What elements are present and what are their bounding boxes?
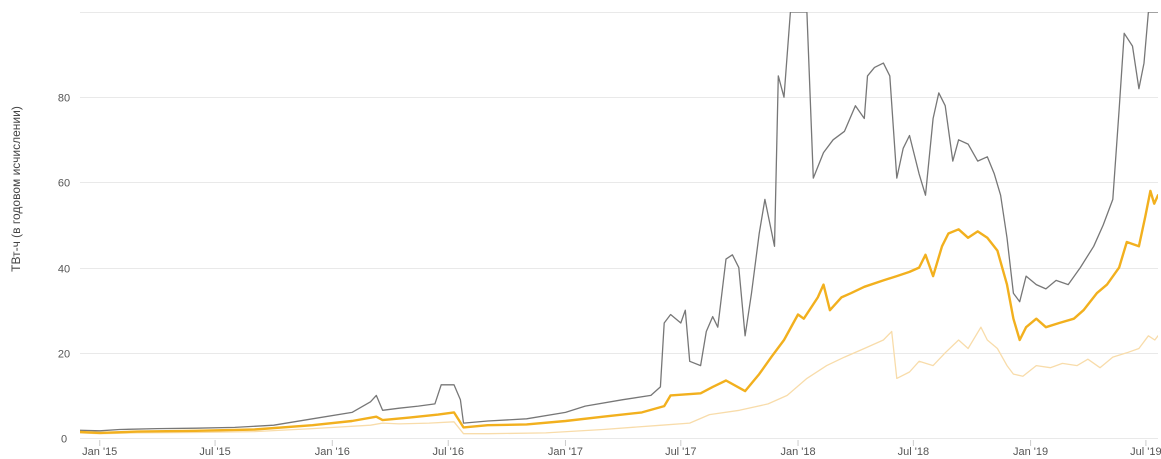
y-tick-label: 40 bbox=[58, 264, 70, 276]
x-tick-label: Jan '19 bbox=[1013, 446, 1048, 458]
x-tick-label: Jul '17 bbox=[665, 446, 696, 458]
series-lines bbox=[80, 12, 1158, 435]
x-tick-label: Jan '15 bbox=[82, 446, 117, 458]
y-axis-ticks: 0 20 40 60 80 bbox=[58, 93, 70, 446]
x-tick-label: Jan '17 bbox=[548, 446, 583, 458]
x-tick-label: Jul '18 bbox=[898, 446, 929, 458]
x-tick-label: Jan '16 bbox=[315, 446, 350, 458]
y-tick-label: 60 bbox=[58, 178, 70, 190]
series-line-2 bbox=[80, 12, 1158, 432]
x-tick-label: Jul '16 bbox=[433, 446, 464, 458]
series-line-1 bbox=[80, 326, 1158, 435]
grid-lines bbox=[80, 12, 1158, 439]
y-axis-label: ТВт-ч (в годовом исчислении) bbox=[9, 106, 23, 272]
x-axis-ticks: Jan '15 Jul '15 Jan '16 Jul '16 Jan '17 Jul '… bbox=[82, 440, 1161, 458]
y-tick-label: 80 bbox=[58, 93, 70, 105]
y-tick-label: 20 bbox=[58, 349, 70, 361]
x-tick-label: Jan '18 bbox=[780, 446, 815, 458]
x-tick-label: Jul '15 bbox=[199, 446, 230, 458]
series-line-3 bbox=[80, 189, 1158, 435]
x-tick-label: Jul '19 bbox=[1130, 446, 1161, 458]
y-tick-label: 0 bbox=[61, 434, 67, 446]
